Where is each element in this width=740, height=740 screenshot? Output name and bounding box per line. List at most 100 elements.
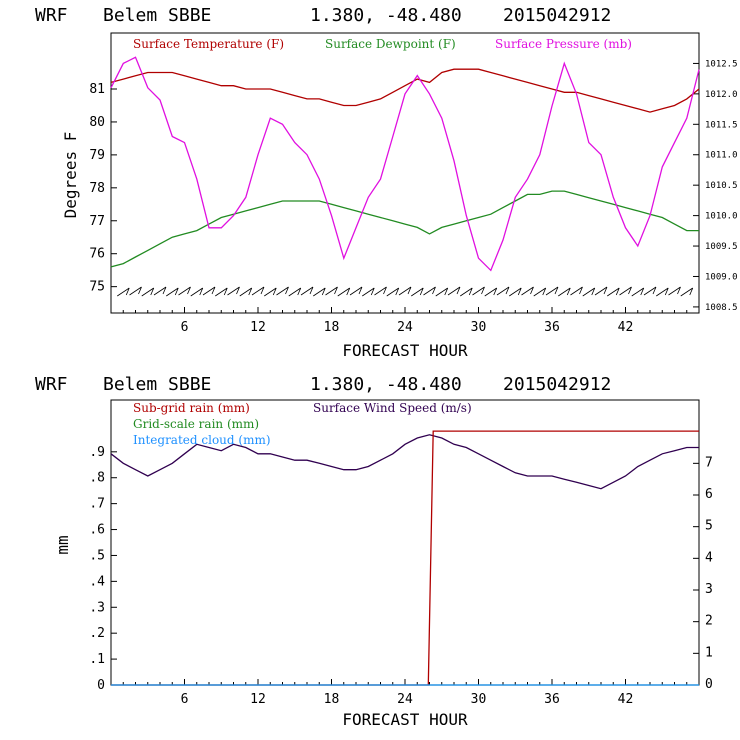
wind-barb — [141, 287, 155, 297]
wind-barb — [386, 287, 400, 297]
legend-entry: Surface Wind Speed (m/s) — [313, 401, 472, 415]
series-line-surface-dewpoint-f — [110, 190, 699, 268]
x-tick-label: 36 — [544, 692, 560, 707]
series-line-surface-temperature-f — [110, 68, 700, 113]
y-tick-label: 78 — [89, 181, 105, 196]
wind-barb — [656, 287, 669, 297]
wind-barbs-row — [117, 286, 694, 297]
legend-entry: Surface Pressure (mb) — [495, 37, 632, 51]
wind-barb — [447, 286, 461, 296]
wind-barb — [680, 287, 694, 297]
panel1-header: WRF Belem SBBE 1.380, -48.480 2015042912 — [35, 5, 611, 26]
x-tick-label: 12 — [250, 692, 266, 707]
wind-barb — [300, 286, 314, 296]
panel1-frame — [110, 32, 700, 314]
panel2-plot-area — [110, 430, 699, 686]
y-tick-label: .2 — [89, 626, 105, 641]
legend-entry: Surface Dewpoint (F) — [325, 37, 456, 51]
y-tick-label: .3 — [89, 600, 105, 615]
wind-barb — [153, 286, 167, 296]
wind-barb — [484, 287, 498, 297]
panel2-header: WRF Belem SBBE 1.380, -48.480 2015042912 — [35, 374, 611, 395]
series-line-sub-grid-rain-mm — [111, 430, 699, 686]
wind-barb — [582, 287, 596, 297]
wind-barb — [423, 286, 436, 296]
y-tick-label: 77 — [89, 214, 105, 229]
x-tick-label: 12 — [250, 320, 266, 335]
wind-barb — [362, 287, 375, 297]
wind-barb — [619, 286, 632, 296]
y2-tick-label: 1 — [705, 645, 713, 660]
y2-tick-label: 4 — [705, 550, 713, 565]
y2-tick-label: 1011.0 — [705, 151, 738, 161]
panel1-x-axis-label: FORECAST HOUR — [342, 341, 468, 360]
wind-barb — [668, 286, 681, 296]
y2-tick-label: 5 — [705, 519, 713, 534]
wind-barb — [594, 286, 608, 296]
wind-barb — [349, 286, 363, 296]
panel1-coords: 1.380, -48.480 — [310, 5, 462, 26]
wind-barb — [607, 287, 620, 297]
x-tick-label: 42 — [618, 320, 634, 335]
wind-barb — [398, 286, 412, 296]
x-tick-label: 42 — [618, 692, 634, 707]
y2-tick-label: 1010.5 — [705, 181, 738, 191]
wind-barb — [509, 287, 522, 297]
x-tick-label: 30 — [471, 320, 487, 335]
x-tick-label: 18 — [324, 692, 340, 707]
y-tick-label: 79 — [89, 148, 105, 163]
wind-barb — [202, 286, 216, 296]
legend-entry: Surface Temperature (F) — [133, 37, 284, 51]
wind-barb — [521, 286, 534, 296]
wind-barb — [545, 286, 559, 296]
legend-entry: Integrated cloud (mm) — [133, 433, 271, 447]
panel1-station: Belem SBBE — [103, 5, 211, 26]
panel2-legend: Sub-grid rain (mm) Surface Wind Speed (m/… — [133, 401, 472, 447]
panel1-run: 2015042912 — [503, 5, 611, 26]
y2-tick-label: 1008.5 — [705, 303, 738, 313]
wind-barb — [178, 286, 191, 296]
wind-barb — [558, 287, 571, 297]
panel1-plot-area — [110, 56, 700, 297]
y2-tick-label: 1012.5 — [705, 59, 738, 69]
wind-barb — [643, 286, 657, 296]
y-tick-label: 81 — [89, 82, 105, 97]
x-tick-label: 18 — [324, 320, 340, 335]
wind-barb — [325, 286, 338, 296]
y-tick-label: 76 — [89, 247, 105, 262]
wind-barb — [313, 287, 326, 297]
y-tick-label: 80 — [89, 115, 105, 130]
wind-barb — [215, 287, 228, 297]
panel1-axes: 6 12 18 24 30 36 42 75 76 77 78 79 80 81 1008.5 1009.0 1… — [89, 32, 738, 335]
wind-barb — [276, 286, 289, 296]
y-tick-label: 75 — [89, 280, 105, 295]
y2-tick-label: 1010.0 — [705, 212, 738, 222]
series-line-surface-wind-speed-m-s — [110, 434, 699, 490]
y-tick-label: .8 — [89, 471, 105, 486]
y2-tick-label: 0 — [705, 677, 713, 692]
wind-barb — [472, 286, 485, 296]
wind-barb — [129, 286, 142, 296]
y-tick-label: .4 — [89, 574, 105, 589]
series-line-surface-pressure-mb — [110, 56, 700, 272]
x-tick-label: 6 — [181, 320, 189, 335]
panel2-x-axis-label: FORECAST HOUR — [342, 710, 468, 729]
wind-barb — [435, 287, 449, 297]
panel2-run: 2015042912 — [503, 374, 611, 395]
wind-barb — [264, 287, 277, 297]
y-tick-label: .6 — [89, 523, 105, 538]
panel2-model: WRF — [35, 374, 68, 395]
wind-barb — [288, 287, 302, 297]
x-tick-label: 24 — [397, 320, 413, 335]
y2-tick-label: 1009.0 — [705, 272, 738, 282]
wind-barb — [166, 287, 179, 297]
legend-entry: Sub-grid rain (mm) — [133, 401, 250, 415]
y2-tick-label: 1012.0 — [705, 90, 738, 100]
y-tick-label: .7 — [89, 497, 105, 512]
wind-barb — [227, 286, 240, 296]
y2-tick-label: 6 — [705, 487, 713, 502]
wind-barb — [570, 286, 583, 296]
wind-barb — [631, 287, 645, 297]
legend-entry: Grid-scale rain (mm) — [133, 417, 259, 431]
